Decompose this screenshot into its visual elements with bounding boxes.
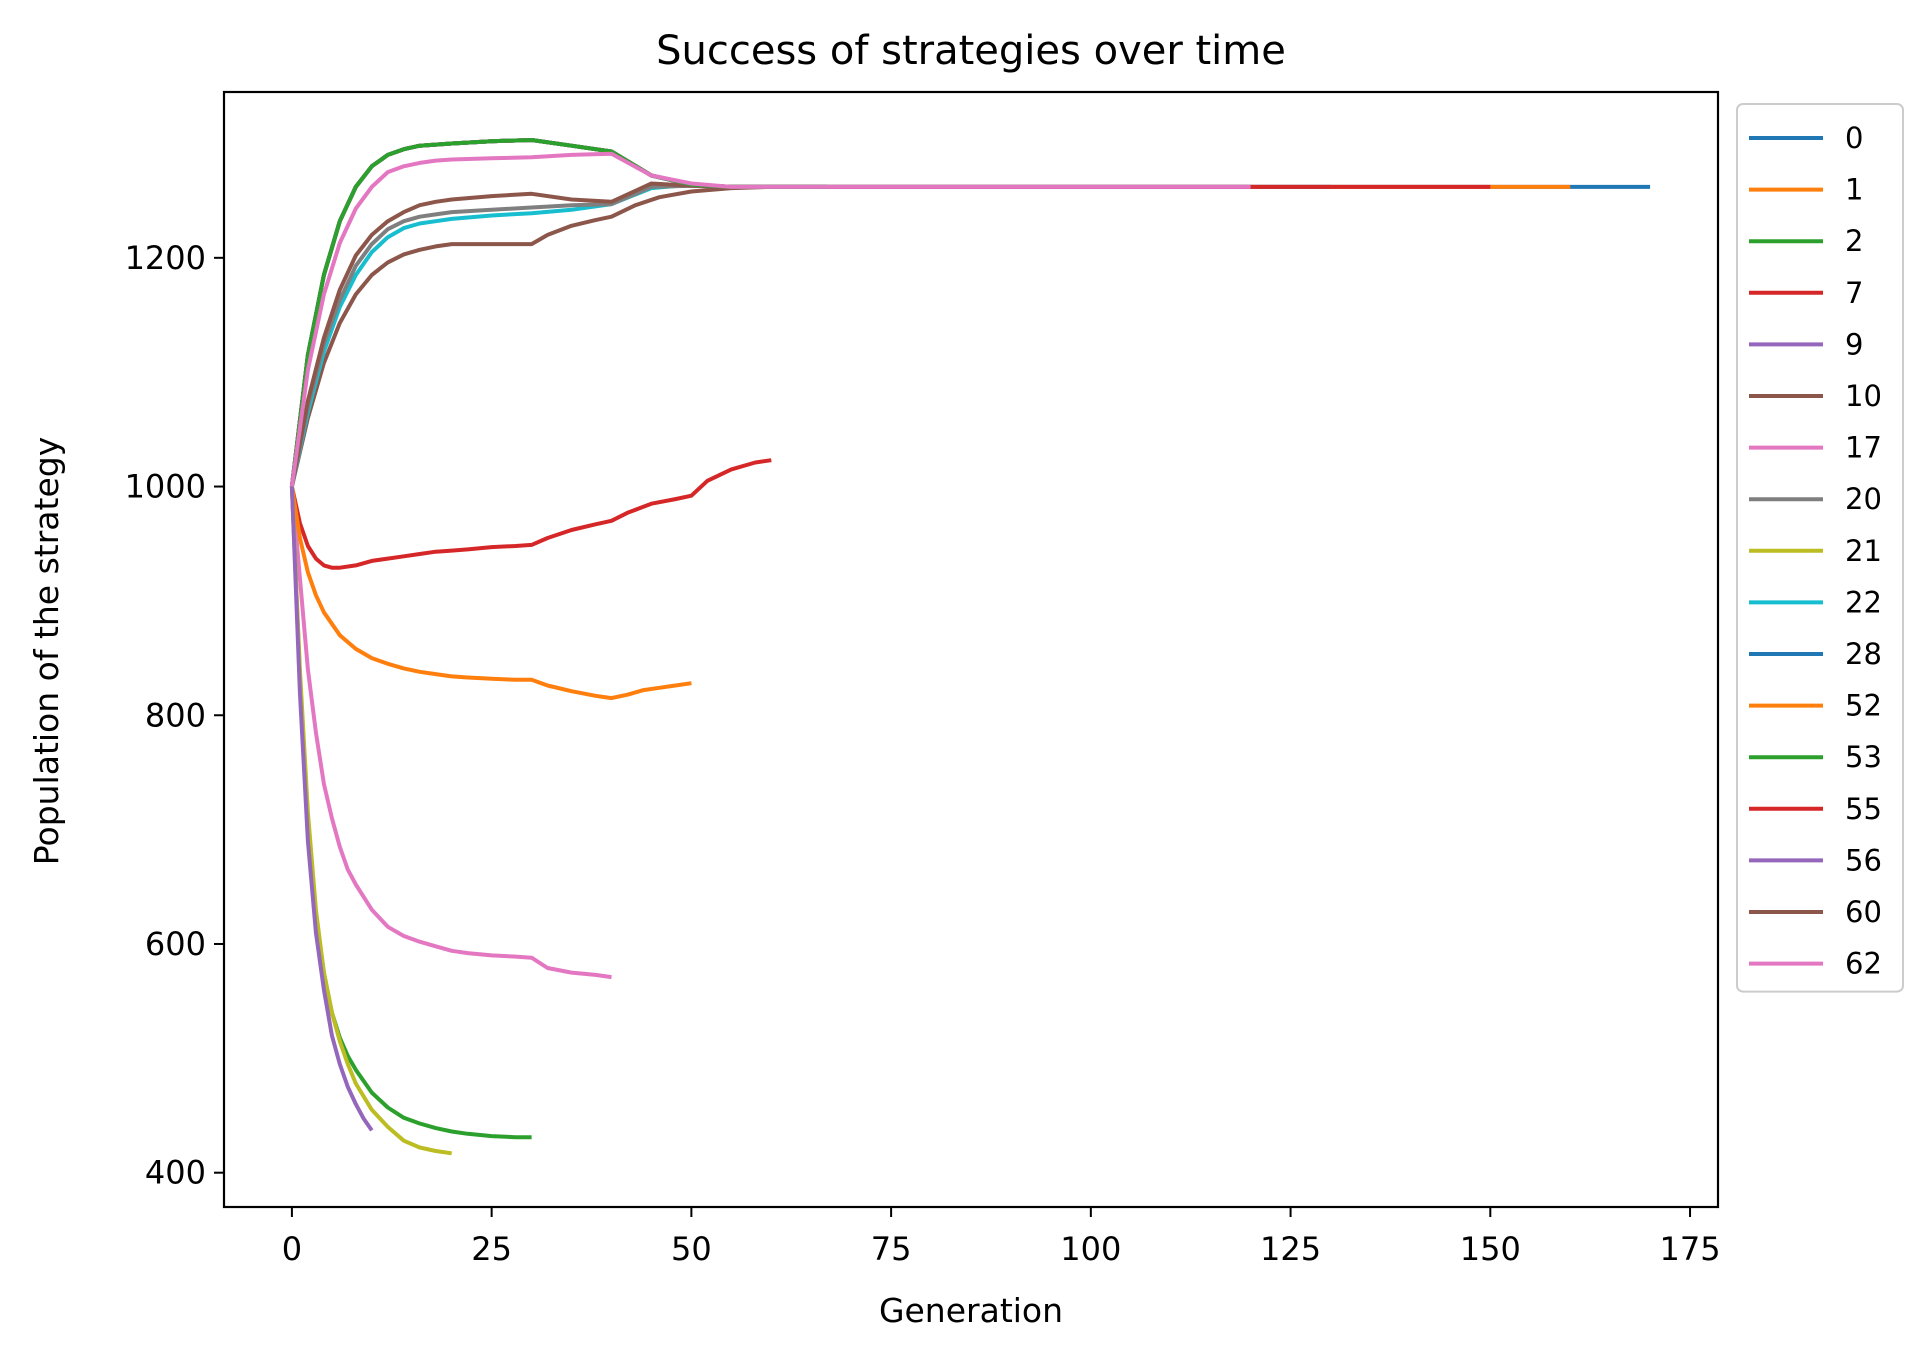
y-tick-label: 400 bbox=[145, 1154, 206, 1192]
legend-label-20: 20 bbox=[1845, 482, 1882, 516]
y-tick-label: 600 bbox=[145, 925, 206, 963]
legend-label-21: 21 bbox=[1845, 534, 1882, 568]
series-line-62 bbox=[289, 486, 612, 980]
plot-frame bbox=[222, 90, 1720, 1209]
y-tick-label: 1200 bbox=[125, 239, 206, 277]
legend-label-53: 53 bbox=[1845, 740, 1882, 774]
axes: 0 25 50 75 100 125 150 175 400 600 800 1000 1200 bbox=[125, 90, 1721, 1268]
series-line-21 bbox=[289, 486, 452, 1156]
legend-label-52: 52 bbox=[1845, 689, 1882, 723]
series-line-55 bbox=[289, 458, 772, 570]
x-tick-label: 125 bbox=[1260, 1230, 1321, 1268]
legend-label-0: 0 bbox=[1845, 121, 1863, 155]
chart-title: Success of strategies over time bbox=[656, 28, 1286, 74]
legend: 0 1 2 7 9 10 17 20 21 22 28 52 53 55 56 60 62 bbox=[1736, 103, 1904, 993]
series-line-10 bbox=[289, 181, 828, 487]
plot-area bbox=[289, 138, 1651, 1156]
legend-label-62: 62 bbox=[1845, 947, 1882, 981]
series-line-17 bbox=[289, 151, 1251, 487]
y-axis-label: Population of the strategy bbox=[27, 437, 66, 865]
legend-label-7: 7 bbox=[1845, 276, 1863, 310]
legend-label-60: 60 bbox=[1845, 895, 1882, 929]
series-line-9 bbox=[289, 486, 374, 1132]
x-tick-label: 175 bbox=[1659, 1230, 1720, 1268]
x-tick-label: 0 bbox=[282, 1230, 302, 1268]
series-line-52 bbox=[289, 486, 692, 701]
x-tick-label: 75 bbox=[871, 1230, 912, 1268]
legend-label-22: 22 bbox=[1845, 585, 1882, 619]
y-tick-label: 800 bbox=[145, 696, 206, 734]
x-tick-label: 50 bbox=[671, 1230, 712, 1268]
legend-label-56: 56 bbox=[1845, 843, 1882, 877]
x-tick-label: 150 bbox=[1460, 1230, 1521, 1268]
legend-label-10: 10 bbox=[1845, 379, 1882, 413]
legend-label-1: 1 bbox=[1845, 173, 1863, 207]
series-line-60 bbox=[289, 184, 828, 487]
x-tick-label: 25 bbox=[471, 1230, 512, 1268]
legend-label-2: 2 bbox=[1845, 224, 1863, 258]
legend-label-55: 55 bbox=[1845, 792, 1882, 826]
x-axis-label: Generation bbox=[879, 1291, 1063, 1330]
legend-label-28: 28 bbox=[1845, 637, 1882, 671]
legend-label-9: 9 bbox=[1845, 327, 1863, 361]
x-tick-label: 100 bbox=[1060, 1230, 1121, 1268]
legend-label-17: 17 bbox=[1845, 431, 1882, 465]
y-tick-label: 1000 bbox=[125, 468, 206, 506]
legend-box bbox=[1736, 103, 1904, 993]
